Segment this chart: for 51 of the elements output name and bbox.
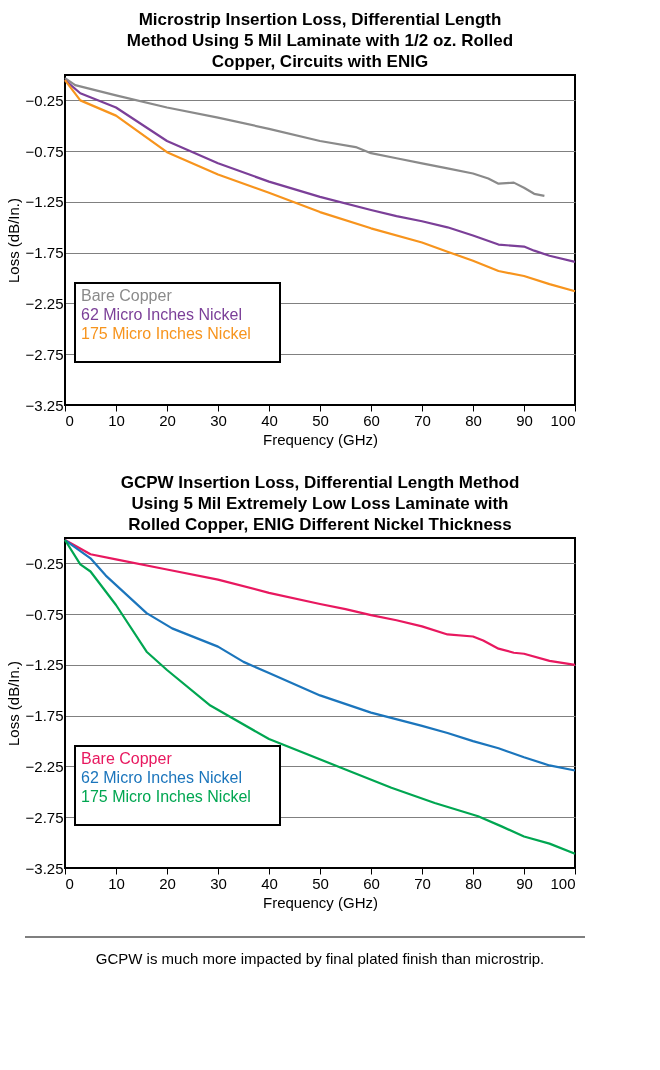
y-tick-label: −2.25 bbox=[25, 757, 64, 775]
y-tick-label: −1.25 bbox=[25, 656, 64, 674]
text: 62 Micro Inches Nickel bbox=[81, 768, 242, 786]
x-axis-title: Frequency (GHz) bbox=[262, 430, 379, 448]
y-tick-label: −1.25 bbox=[25, 193, 64, 211]
y-tick-label: −0.75 bbox=[25, 142, 64, 160]
x-tick-label: 60 bbox=[363, 874, 380, 892]
y-tick-label: −0.75 bbox=[25, 605, 64, 623]
y-tick-label: −2.75 bbox=[25, 345, 64, 363]
y-tick-label: −2.25 bbox=[25, 294, 64, 312]
text: 175 Micro Inches Nickel bbox=[81, 787, 251, 805]
x-tick-label: 70 bbox=[414, 411, 431, 429]
x-tick-label: 100 bbox=[550, 411, 576, 429]
x-tick-label: 0 bbox=[65, 874, 74, 892]
chart-title: Microstrip Insertion Loss, Differential Length Method Using 5 Mil Laminate with 1/2 oz. Rolled Copper, Circuits with ENIG bbox=[126, 10, 514, 71]
y-tick-label: −0.25 bbox=[25, 91, 64, 109]
y-axis-title: Loss (dB/In.) bbox=[4, 197, 22, 284]
text: Bare Copper bbox=[81, 749, 173, 767]
text: GCPW is much more impacted by final plated finish than microstrip. bbox=[95, 950, 545, 967]
x-tick-label: 70 bbox=[414, 874, 431, 892]
x-tick-label: 40 bbox=[261, 874, 278, 892]
y-tick-label: −3.25 bbox=[25, 396, 64, 414]
x-tick-label: 50 bbox=[312, 874, 329, 892]
x-tick-label: 20 bbox=[159, 411, 176, 429]
y-tick-label: −2.75 bbox=[25, 808, 64, 826]
y-tick-label: −0.25 bbox=[25, 554, 64, 572]
x-tick-label: 60 bbox=[363, 411, 380, 429]
x-tick-label: 50 bbox=[312, 411, 329, 429]
x-tick-label: 20 bbox=[159, 874, 176, 892]
x-tick-label: 30 bbox=[210, 874, 227, 892]
line-series bbox=[63, 538, 577, 772]
y-tick-label: −1.75 bbox=[25, 707, 64, 725]
x-tick-label: 30 bbox=[210, 411, 227, 429]
y-tick-label: −1.75 bbox=[25, 244, 64, 262]
x-tick-label: 10 bbox=[108, 874, 125, 892]
line-series bbox=[63, 538, 577, 855]
x-tick-label: 80 bbox=[465, 411, 482, 429]
chart-title: GCPW Insertion Loss, Differential Length Method Using 5 Mil Extremely Low Loss Laminate with Rolled Copper, ENIG Different Nickel Thickness bbox=[120, 473, 520, 534]
y-tick-label: −3.25 bbox=[25, 859, 64, 877]
x-tick-label: 90 bbox=[516, 874, 533, 892]
x-tick-label: 10 bbox=[108, 411, 125, 429]
x-axis-title: Frequency (GHz) bbox=[262, 893, 379, 911]
text: Bare Copper bbox=[81, 286, 173, 304]
text: 175 Micro Inches Nickel bbox=[81, 324, 251, 342]
y-axis-title: Loss (dB/In.) bbox=[4, 660, 22, 747]
x-tick-label: 0 bbox=[65, 411, 74, 429]
x-tick-label: 40 bbox=[261, 411, 278, 429]
x-tick-label: 90 bbox=[516, 411, 533, 429]
x-tick-label: 80 bbox=[465, 874, 482, 892]
text: 62 Micro Inches Nickel bbox=[81, 305, 242, 323]
x-tick-label: 100 bbox=[550, 874, 576, 892]
